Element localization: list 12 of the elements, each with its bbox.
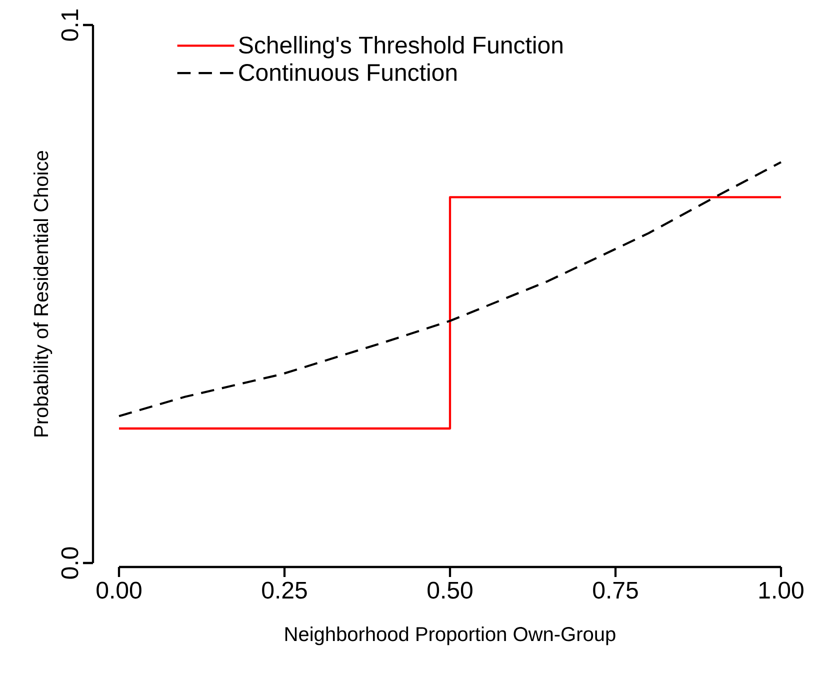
x-tick-label: 0.00 — [96, 582, 142, 599]
x-tick-label: 0.75 — [593, 582, 638, 599]
x-tick-label: 1.00 — [759, 582, 804, 599]
y-axis-title: Probability of Residential Choice — [34, 151, 52, 436]
line-series — [118, 161, 782, 418]
y-tick-label: 0.0 — [61, 547, 78, 579]
legend-label: Schelling's Threshold Function — [239, 36, 562, 58]
y-tick-label: 0.1 — [61, 9, 78, 41]
x-tick-label: 0.25 — [262, 582, 307, 599]
legend-label: Continuous Function — [239, 63, 456, 81]
x-tick-label: 0.50 — [428, 582, 472, 599]
x-axis-title: Neighborhood Proportion Own-Group — [285, 626, 616, 646]
